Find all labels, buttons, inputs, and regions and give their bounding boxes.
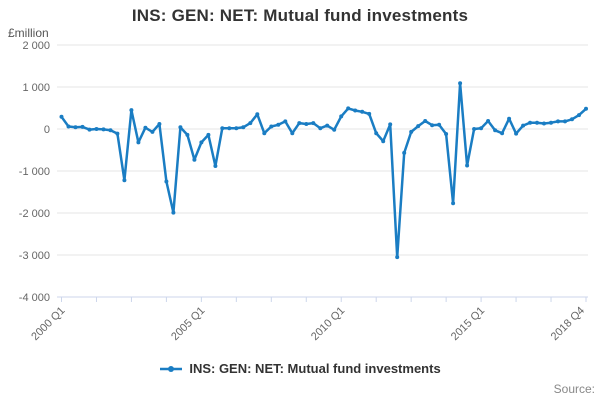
source-label: Source: <box>553 382 595 396</box>
legend-label: INS: GEN: NET: Mutual fund investments <box>189 361 441 376</box>
data-point-marker <box>514 131 519 136</box>
data-point-marker <box>346 106 351 111</box>
data-point-marker <box>59 114 64 119</box>
data-point-marker <box>234 126 239 131</box>
data-point-marker <box>255 112 260 117</box>
y-tick-label: 2 000 <box>22 40 50 52</box>
x-tick-label: 2018 Q4 <box>549 305 587 343</box>
data-point-marker <box>66 124 71 129</box>
data-point-marker <box>73 125 78 130</box>
legend-item[interactable]: INS: GEN: NET: Mutual fund investments <box>0 361 600 376</box>
data-point-marker <box>542 121 546 126</box>
x-tick-label: 2015 Q1 <box>449 305 487 343</box>
data-point-marker <box>115 131 120 136</box>
y-tick-label: -4 000 <box>19 292 50 304</box>
data-point-marker <box>521 123 526 128</box>
data-point-marker <box>493 128 498 133</box>
data-point-marker <box>465 163 470 168</box>
data-point-marker <box>451 201 456 206</box>
data-point-marker <box>150 129 155 134</box>
data-point-marker <box>199 140 204 145</box>
y-tick-label: 0 <box>44 124 50 136</box>
x-tick-label: 2005 Q1 <box>169 305 207 343</box>
page-title: INS: GEN: NET: Mutual fund investments <box>131 6 469 25</box>
data-point-marker <box>262 131 267 136</box>
line-chart: 2 000 1 000 0 -1 000 -2 000 -3 000 -4 0002000 … <box>19 40 588 343</box>
data-point-marker <box>297 121 302 126</box>
y-tick-label: -2 000 <box>19 208 50 220</box>
data-point-marker <box>416 124 421 129</box>
data-point-marker <box>444 132 449 136</box>
data-point-marker <box>395 255 400 260</box>
data-point-marker <box>136 140 141 145</box>
data-point-marker <box>318 126 323 131</box>
data-point-marker <box>535 120 539 125</box>
data-point-marker <box>409 129 414 134</box>
y-tick-label: 1 000 <box>22 82 50 94</box>
data-point-marker <box>423 119 428 123</box>
data-point-marker <box>122 178 127 183</box>
data-point-marker <box>563 119 567 124</box>
data-point-marker <box>528 120 533 125</box>
data-point-marker <box>458 81 463 86</box>
data-point-marker <box>556 119 560 124</box>
data-point-marker <box>500 131 505 136</box>
data-point-marker <box>402 150 407 155</box>
data-point-marker <box>311 121 316 126</box>
data-point-marker <box>437 122 442 127</box>
data-point-marker <box>584 106 588 111</box>
data-point-marker <box>290 131 295 136</box>
data-point-marker <box>570 117 574 122</box>
data-point-marker <box>374 131 379 136</box>
data-point-marker <box>430 123 435 128</box>
data-point-marker <box>507 116 512 121</box>
data-point-marker <box>171 210 176 215</box>
data-point-marker <box>486 119 491 123</box>
data-point-marker <box>227 126 232 131</box>
data-point-marker <box>353 108 358 113</box>
data-point-marker <box>269 124 274 129</box>
data-point-marker <box>577 113 581 118</box>
data-point-marker <box>101 127 106 132</box>
x-tick-label: 2000 Q1 <box>29 305 67 343</box>
data-point-marker <box>248 121 253 126</box>
y-tick-label: -3 000 <box>19 250 50 262</box>
data-point-marker <box>381 139 386 144</box>
data-point-marker <box>332 127 337 132</box>
data-point-marker <box>80 124 85 129</box>
data-point-marker <box>549 120 553 125</box>
data-point-marker <box>339 114 344 119</box>
data-point-marker <box>241 125 246 130</box>
legend-line-icon <box>160 365 183 372</box>
y-tick-label: -1 000 <box>19 166 50 178</box>
data-point-marker <box>206 132 211 137</box>
series-line <box>60 81 588 259</box>
data-point-marker <box>367 111 372 116</box>
data-point-marker <box>472 127 477 131</box>
data-point-marker <box>388 122 393 127</box>
data-point-marker <box>192 157 197 162</box>
data-point-marker <box>325 123 330 128</box>
data-point-marker <box>164 179 169 184</box>
data-point-marker <box>87 127 92 132</box>
data-point-marker <box>304 122 309 126</box>
data-point-marker <box>129 108 134 113</box>
data-point-marker <box>213 164 218 168</box>
data-point-marker <box>220 126 225 131</box>
data-point-marker <box>143 125 148 130</box>
y-axis-title: £million <box>8 26 49 40</box>
data-point-marker <box>157 122 162 126</box>
data-point-marker <box>360 109 365 114</box>
data-point-marker <box>185 132 190 137</box>
data-point-marker <box>479 126 484 131</box>
data-point-marker <box>94 127 99 131</box>
data-point-marker <box>108 128 113 133</box>
data-point-marker <box>283 119 288 124</box>
data-point-marker <box>276 122 281 127</box>
data-point-marker <box>178 125 183 130</box>
x-tick-label: 2010 Q1 <box>309 305 347 343</box>
